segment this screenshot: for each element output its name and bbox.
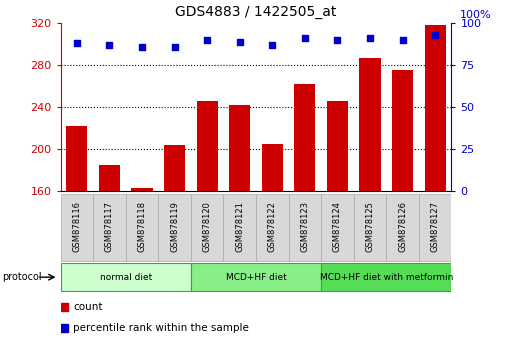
Text: GSM878124: GSM878124 xyxy=(333,201,342,251)
FancyBboxPatch shape xyxy=(126,194,158,261)
FancyBboxPatch shape xyxy=(386,194,419,261)
Text: GSM878125: GSM878125 xyxy=(365,201,374,251)
FancyBboxPatch shape xyxy=(288,194,321,261)
Point xyxy=(431,32,439,38)
Text: GSM878116: GSM878116 xyxy=(72,201,82,252)
Bar xyxy=(99,165,120,191)
FancyBboxPatch shape xyxy=(321,194,354,261)
Text: count: count xyxy=(73,302,103,312)
Text: MCD+HF diet with metformin: MCD+HF diet with metformin xyxy=(320,273,453,282)
Point xyxy=(203,37,211,42)
FancyBboxPatch shape xyxy=(354,194,386,261)
Text: GSM878122: GSM878122 xyxy=(268,201,277,251)
Point xyxy=(301,35,309,41)
Text: MCD+HF diet: MCD+HF diet xyxy=(226,273,286,282)
Point xyxy=(138,44,146,49)
Bar xyxy=(425,25,446,191)
FancyBboxPatch shape xyxy=(191,194,223,261)
Text: normal diet: normal diet xyxy=(100,273,152,282)
Text: 100%: 100% xyxy=(460,10,491,20)
Text: GSM878119: GSM878119 xyxy=(170,201,179,251)
Bar xyxy=(229,105,250,191)
Point xyxy=(268,42,277,48)
FancyBboxPatch shape xyxy=(61,263,191,291)
Point xyxy=(399,37,407,42)
Text: percentile rank within the sample: percentile rank within the sample xyxy=(73,323,249,333)
Point xyxy=(60,304,68,310)
Bar xyxy=(327,101,348,191)
Point xyxy=(366,35,374,41)
FancyBboxPatch shape xyxy=(223,194,256,261)
Bar xyxy=(294,84,315,191)
Bar xyxy=(262,144,283,191)
Point xyxy=(60,326,68,331)
Text: GSM878127: GSM878127 xyxy=(430,201,440,252)
Point xyxy=(105,42,113,48)
Text: GSM878123: GSM878123 xyxy=(300,201,309,252)
Bar xyxy=(66,126,87,191)
Bar xyxy=(131,188,152,191)
Text: protocol: protocol xyxy=(3,272,42,282)
FancyBboxPatch shape xyxy=(158,194,191,261)
Text: GSM878121: GSM878121 xyxy=(235,201,244,251)
FancyBboxPatch shape xyxy=(191,263,321,291)
Bar xyxy=(196,101,218,191)
Text: GSM878117: GSM878117 xyxy=(105,201,114,252)
FancyBboxPatch shape xyxy=(93,194,126,261)
Text: GSM878120: GSM878120 xyxy=(203,201,212,251)
Bar xyxy=(360,58,381,191)
Text: GSM878126: GSM878126 xyxy=(398,201,407,252)
FancyBboxPatch shape xyxy=(419,194,451,261)
Bar xyxy=(164,145,185,191)
FancyBboxPatch shape xyxy=(61,194,93,261)
Point xyxy=(73,40,81,46)
Title: GDS4883 / 1422505_at: GDS4883 / 1422505_at xyxy=(175,5,337,19)
Point xyxy=(235,39,244,44)
FancyBboxPatch shape xyxy=(321,263,451,291)
Point xyxy=(170,44,179,49)
Point xyxy=(333,37,342,42)
Bar xyxy=(392,70,413,191)
Text: GSM878118: GSM878118 xyxy=(137,201,147,252)
FancyBboxPatch shape xyxy=(256,194,288,261)
